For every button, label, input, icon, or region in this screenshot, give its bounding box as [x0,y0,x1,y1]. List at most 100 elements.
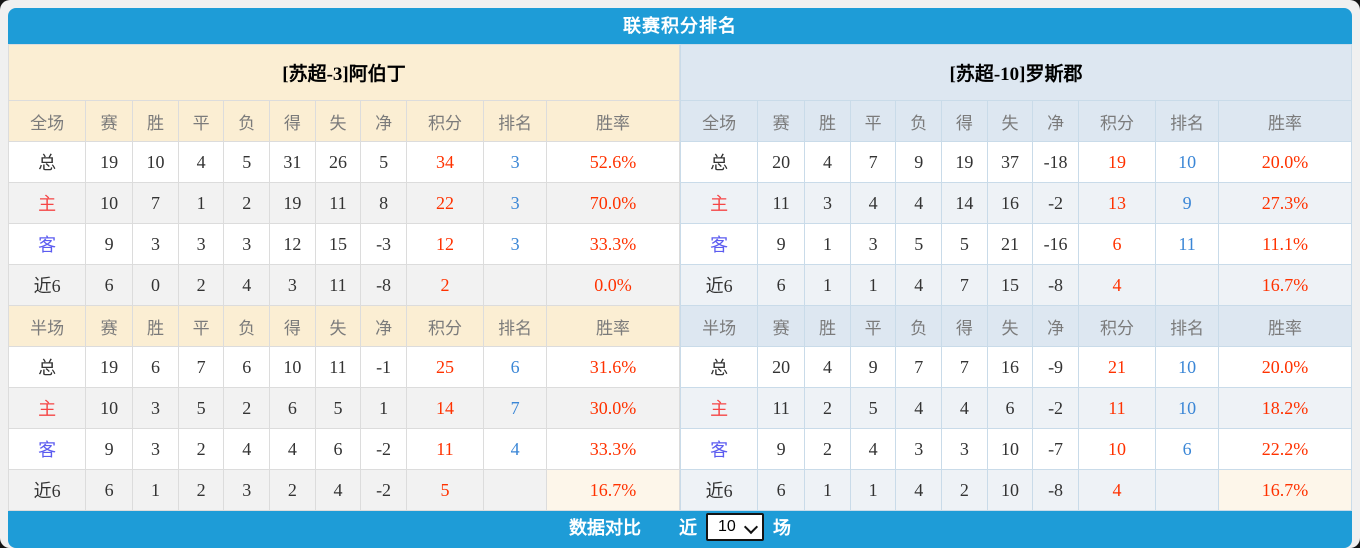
stat-cell: 9 [757,223,806,265]
team-header-row: [苏超-3]阿伯丁 [8,44,680,101]
section-header-row: 全场赛胜平负得失净积分 排名 胜率 [7,100,680,142]
stats-row: 总 20 4 7 9 19 37 -18 19 10 20.0% [679,141,1352,183]
stat-cell: 4 [223,264,270,306]
rank-cell [1155,469,1220,511]
stats-row: 近6 6 1 2 3 2 4 -2 5 16.7% [7,469,680,511]
team-tables: [苏超-3]阿伯丁 全场赛胜平负得失净积分 排名 胜率总 19 10 4 5 31 26 5 34 3 5… [7,44,1352,511]
column-header: 平 [849,100,897,142]
column-header: 平 [177,100,225,142]
stat-cell: 2 [804,387,851,429]
points-cell: 19 [1077,141,1157,183]
row-label: 客 [7,428,87,470]
column-header: 排名 [483,100,548,142]
rank-cell: 4 [483,428,548,470]
column-header: 赛 [85,100,134,142]
column-header: 胜率 [546,100,680,142]
win-rate-cell: 27.3% [1218,182,1352,224]
stat-cell: 11 [757,387,806,429]
stat-cell: 19 [85,346,134,388]
row-label: 总 [679,141,759,183]
stat-cell: -2 [1032,387,1079,429]
column-header: 积分 [405,305,485,347]
stat-cell: -8 [1032,264,1079,306]
stat-cell: 7 [849,141,897,183]
row-label: 近6 [7,264,87,306]
stat-cell: 20 [757,346,806,388]
stat-cell: 4 [895,182,942,224]
points-cell: 13 [1077,182,1157,224]
column-header: 赛 [757,100,806,142]
stat-cell: 12 [269,223,316,265]
team-header-row: [苏超-10]罗斯郡 [680,44,1352,101]
stats-row: 客 9 3 3 3 12 15 -3 12 3 33.3% [7,223,680,265]
stat-cell: 6 [269,387,316,429]
rank-cell: 3 [483,141,548,183]
stat-cell: 10 [85,387,134,429]
stat-cell: 19 [941,141,988,183]
column-header: 净 [360,305,407,347]
stat-cell: 19 [269,182,316,224]
rank-cell: 3 [483,223,548,265]
win-rate-cell: 20.0% [1218,141,1352,183]
section-header-row: 全场赛胜平负得失净积分 排名 胜率 [679,100,1352,142]
stat-cell: 6 [757,264,806,306]
stat-cell: 19 [85,141,134,183]
rank-cell: 7 [483,387,548,429]
column-header: 得 [269,100,316,142]
win-rate-cell: 16.7% [1218,469,1352,511]
team-name: [苏超-3]阿伯丁 [8,44,680,101]
rank-cell: 10 [1155,141,1220,183]
stats-row: 主 10 7 1 2 19 11 8 22 3 70.0% [7,182,680,224]
stats-row: 总 19 6 7 6 10 11 -1 25 6 31.6% [7,346,680,388]
stat-cell: 4 [804,346,851,388]
column-header: 负 [895,305,942,347]
column-header: 积分 [1077,100,1157,142]
section-scope-label: 全场 [679,100,759,142]
rank-cell: 10 [1155,387,1220,429]
stat-cell: 3 [269,264,316,306]
stat-cell: 9 [85,428,134,470]
stat-cell: 9 [849,346,897,388]
match-count-select-wrap: 10 [706,512,764,541]
column-header: 赛 [85,305,134,347]
win-rate-cell: 20.0% [1218,346,1352,388]
stats-row: 主 11 3 4 4 14 16 -2 13 9 27.3% [679,182,1352,224]
column-header: 积分 [405,100,485,142]
stat-cell: -9 [1032,346,1079,388]
stat-cell: 3 [132,428,179,470]
column-header: 得 [941,100,988,142]
stat-cell: 5 [360,141,407,183]
stat-cell: 2 [223,182,270,224]
rank-cell: 11 [1155,223,1220,265]
stat-cell: -16 [1032,223,1079,265]
win-rate-cell: 33.3% [546,223,680,265]
win-rate-cell: 16.7% [546,469,680,511]
row-label: 客 [679,428,759,470]
points-cell: 2 [405,264,485,306]
stat-cell: 37 [986,141,1034,183]
stat-cell: 7 [177,346,225,388]
stat-cell: 4 [804,141,851,183]
row-label: 主 [679,182,759,224]
column-header: 平 [849,305,897,347]
points-cell: 11 [1077,387,1157,429]
match-count-select[interactable]: 10 [706,512,764,541]
stat-cell: 9 [895,141,942,183]
stat-cell: 2 [177,428,225,470]
row-label: 主 [7,182,87,224]
stat-cell: 6 [85,264,134,306]
points-cell: 12 [405,223,485,265]
stat-cell: 9 [757,428,806,470]
stat-cell: 6 [85,469,134,511]
points-cell: 4 [1077,469,1157,511]
points-cell: 6 [1077,223,1157,265]
stat-cell: 7 [941,264,988,306]
column-header: 胜 [132,305,179,347]
stat-cell: 21 [986,223,1034,265]
column-header: 负 [223,100,270,142]
stat-cell: 16 [986,182,1034,224]
matches-label: 场 [773,517,791,538]
row-label: 主 [679,387,759,429]
stat-cell: 4 [895,264,942,306]
